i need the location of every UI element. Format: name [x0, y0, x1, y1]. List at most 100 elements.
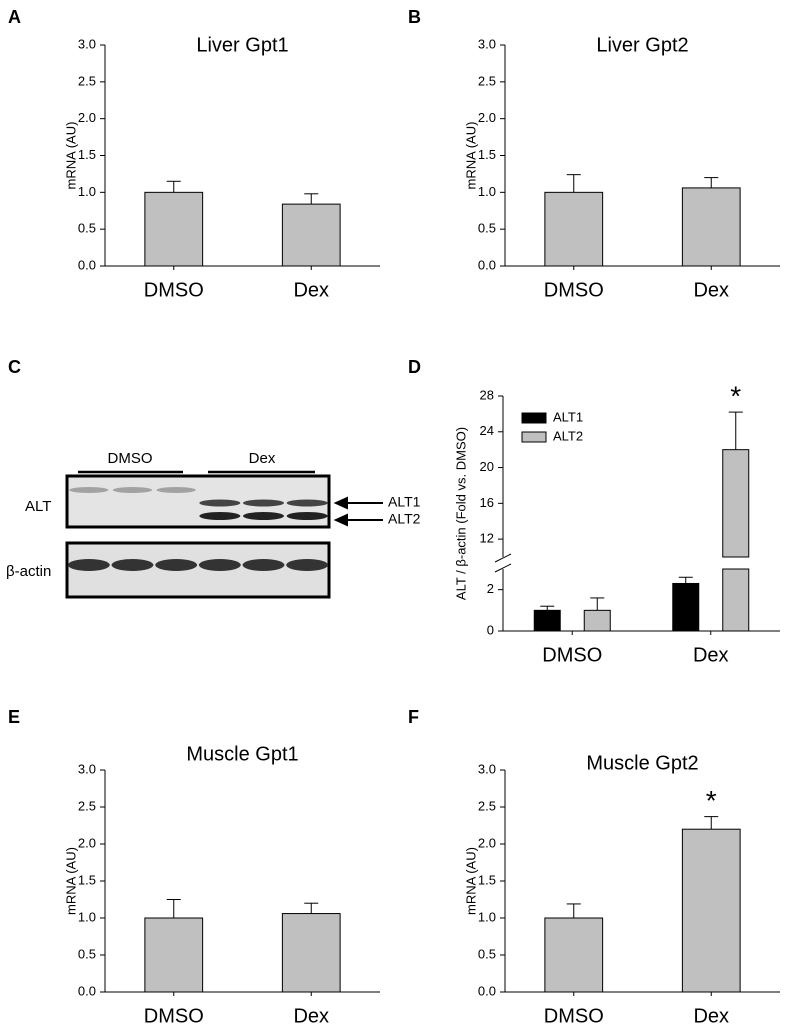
y-tick-label: 3.0	[78, 36, 96, 51]
band	[199, 499, 241, 507]
y-tick-label: 16	[480, 495, 494, 510]
chart-title: Liver Gpt2	[596, 34, 688, 56]
group-label: Dex	[249, 450, 276, 467]
legend-swatch	[521, 412, 547, 424]
panel-label: C	[8, 357, 21, 377]
arrow-label: ALT1	[388, 494, 421, 510]
group-label: DMSO	[108, 450, 153, 467]
annotation: *	[730, 380, 741, 411]
bar	[144, 917, 204, 993]
band	[112, 487, 153, 493]
y-tick-label: 1.5	[478, 872, 496, 887]
x-tick-label: DMSO	[144, 279, 204, 301]
x-tick-label: Dex	[293, 279, 329, 301]
band	[155, 559, 198, 571]
y-tick-label: 2.0	[78, 110, 96, 125]
bar	[722, 568, 750, 632]
bar	[722, 449, 750, 558]
panel-label: E	[8, 707, 20, 727]
y-tick-label: 0.0	[78, 983, 96, 998]
bands	[67, 487, 329, 571]
y-tick-label: 2.0	[478, 835, 496, 850]
x-tick-label: DMSO	[544, 1005, 604, 1027]
y-tick-label: 3.0	[478, 36, 496, 51]
x-tick-label: DMSO	[144, 1005, 204, 1027]
y-tick-label: 2.5	[78, 798, 96, 813]
band	[286, 559, 329, 571]
y-tick-label: 20	[480, 459, 494, 474]
band	[156, 487, 196, 493]
bar	[681, 187, 741, 267]
y-tick-label: 1.5	[478, 147, 496, 162]
x-tick-label: DMSO	[544, 279, 604, 301]
chart-title: Muscle Gpt1	[186, 743, 298, 765]
y-tick-label: 0	[487, 622, 494, 637]
y-tick-label: 0.5	[78, 946, 96, 961]
chart-title: Muscle Gpt2	[586, 752, 698, 774]
y-tick-label: 1.0	[78, 909, 96, 924]
y-tick-label: 1.5	[78, 147, 96, 162]
panel-label: A	[8, 7, 21, 27]
bar	[533, 609, 561, 632]
y-tick-label: 2.5	[478, 798, 496, 813]
y-axis-label: mRNA (AU)	[463, 847, 478, 915]
y-tick-label: 3.0	[78, 761, 96, 776]
bar	[544, 191, 604, 267]
row-label: β-actin	[6, 563, 51, 580]
band	[242, 559, 285, 571]
y-tick-label: 0.0	[478, 257, 496, 272]
panel-label: D	[408, 357, 421, 377]
bar	[681, 828, 741, 993]
y-tick-label: 0.5	[478, 946, 496, 961]
y-tick-label: 0.5	[478, 221, 496, 236]
y-tick-label: 1.0	[478, 184, 496, 199]
y-tick-label: 1.0	[478, 909, 496, 924]
legend-swatch	[521, 431, 547, 443]
y-tick-label: 0.0	[478, 983, 496, 998]
y-axis-label: mRNA (AU)	[63, 847, 78, 915]
axis-break	[494, 553, 512, 563]
bar	[583, 609, 611, 632]
chart-title: Liver Gpt1	[196, 34, 288, 56]
y-tick-label: 2	[487, 581, 494, 596]
y-axis-label: mRNA (AU)	[63, 122, 78, 190]
bar	[672, 582, 700, 632]
band	[199, 512, 241, 520]
y-tick-label: 1.0	[78, 184, 96, 199]
band	[286, 512, 328, 520]
y-tick-label: 2.0	[78, 835, 96, 850]
blot-panel: C DMSO Dex ALT β-actin ALT1 ALT2	[6, 357, 421, 599]
row-label: ALT	[25, 498, 51, 515]
y-axis-label: mRNA (AU)	[463, 122, 478, 190]
band	[69, 487, 109, 493]
y-tick-label: 28	[480, 387, 494, 402]
x-tick-label: DMSO	[542, 644, 602, 666]
annotation: *	[706, 785, 717, 816]
y-tick-label: 0.5	[78, 221, 96, 236]
band	[67, 559, 110, 571]
y-tick-label: 2.5	[78, 73, 96, 88]
x-tick-label: Dex	[693, 644, 729, 666]
band	[111, 559, 154, 571]
legend-label: ALT1	[553, 409, 583, 424]
panel-label: F	[408, 707, 419, 727]
legend-label: ALT2	[553, 428, 583, 443]
y-tick-label: 24	[480, 423, 494, 438]
band	[286, 499, 328, 507]
x-tick-label: Dex	[693, 1005, 729, 1027]
band	[198, 559, 241, 571]
bar	[144, 191, 204, 267]
y-tick-label: 1.5	[78, 872, 96, 887]
arrow-label: ALT2	[388, 511, 421, 527]
band	[242, 499, 285, 507]
blot-box	[65, 541, 331, 599]
panel-label: B	[408, 7, 421, 27]
y-tick-label: 2.0	[478, 110, 496, 125]
y-tick-label: 0.0	[78, 257, 96, 272]
x-tick-label: Dex	[293, 1005, 329, 1027]
bar	[281, 913, 341, 993]
y-axis-label: ALT / β-actin (Fold vs. DMSO)	[453, 427, 468, 600]
blot-box	[65, 474, 331, 529]
bar	[281, 203, 341, 267]
y-tick-label: 2.5	[478, 73, 496, 88]
